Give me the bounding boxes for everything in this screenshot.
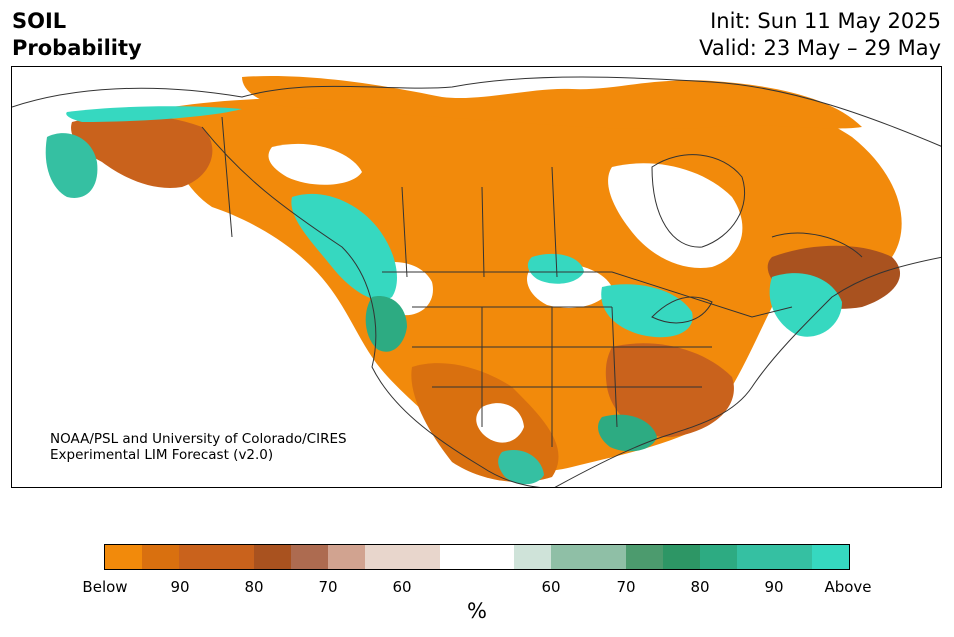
map-title: SOIL Probability — [12, 8, 142, 62]
above-region-gulf — [598, 414, 657, 452]
forecast-map: NOAA/PSL and University of Colorado/CIRE… — [11, 66, 942, 488]
credit-line-1: NOAA/PSL and University of Colorado/CIRE… — [50, 431, 347, 447]
colorbar-segment — [700, 545, 738, 569]
above-region-dakotas — [527, 253, 584, 284]
colorbar-tick-label: Above — [824, 578, 872, 596]
colorbar-tick-label: 90 — [170, 578, 190, 596]
colorbar-segment — [328, 545, 366, 569]
neutral-region-northern — [268, 143, 362, 185]
colorbar-segment — [588, 545, 626, 569]
colorbar-unit: % — [467, 599, 487, 623]
colorbar-segment — [291, 545, 329, 569]
colorbar-segment — [179, 545, 217, 569]
colorbar-segment — [477, 545, 515, 569]
above-region-mexico — [498, 449, 544, 485]
colorbar-tick-label: 90 — [764, 578, 784, 596]
colorbar-segment — [663, 545, 701, 569]
colorbar-segment — [625, 545, 664, 569]
colorbar-segment — [105, 545, 143, 569]
colorbar-segment — [811, 545, 850, 569]
variable-subtitle: Probability — [12, 36, 142, 60]
colorbar-tick-label: 60 — [392, 578, 412, 596]
below-region-arctic — [242, 76, 862, 130]
colorbar-segment — [514, 545, 552, 569]
colorbar-tick-label: 60 — [541, 578, 561, 596]
credit-text: NOAA/PSL and University of Colorado/CIRE… — [50, 431, 347, 463]
colorbar-tick-label: 80 — [244, 578, 264, 596]
below-region-southeast — [605, 343, 734, 438]
forecast-dates: Init: Sun 11 May 2025 Valid: 23 May – 29… — [699, 8, 941, 62]
colorbar-tick-label: Below — [82, 578, 128, 596]
colorbar-segment — [402, 545, 440, 569]
colorbar-segment — [216, 545, 254, 569]
colorbar-segment — [142, 545, 180, 569]
above-region-alaska — [45, 133, 98, 198]
colorbar-tick-label: 70 — [318, 578, 338, 596]
colorbar-segment — [737, 545, 775, 569]
credit-line-2: Experimental LIM Forecast (v2.0) — [50, 447, 274, 463]
colorbar-segment — [365, 545, 403, 569]
colorbar-segment — [439, 545, 478, 569]
above-region-bc — [291, 193, 397, 301]
colorbar-tick-label: 80 — [690, 578, 710, 596]
colorbar-segment — [774, 545, 812, 569]
neutral-region-hudson — [608, 163, 743, 268]
init-date: Init: Sun 11 May 2025 — [710, 9, 941, 33]
colorbar-tick-label: 70 — [616, 578, 636, 596]
neutral-region-texas — [476, 403, 524, 443]
map-canvas — [12, 76, 941, 487]
below-region-alaska — [71, 115, 213, 188]
variable-name: SOIL — [12, 9, 67, 33]
valid-range: Valid: 23 May – 29 May — [699, 36, 941, 60]
above-region-greatlakes — [601, 284, 693, 338]
boundary-lines — [12, 76, 941, 487]
colorbar-segment — [551, 545, 589, 569]
above-region-northeast — [769, 273, 842, 337]
above-region-arctic-strip — [66, 106, 242, 122]
colorbar-segment — [253, 545, 292, 569]
colorbar — [104, 544, 850, 570]
